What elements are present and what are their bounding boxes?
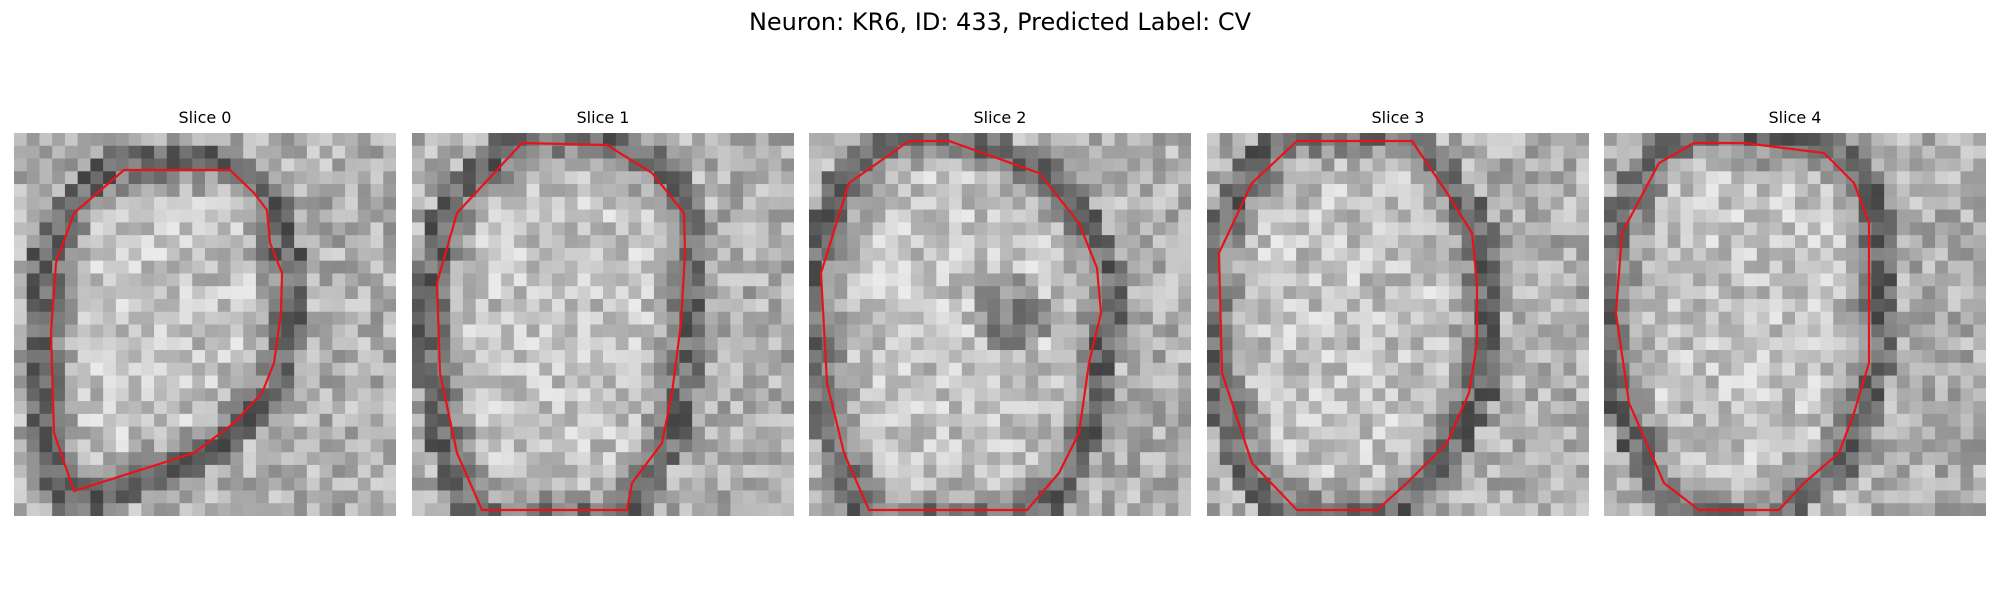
slice-title: Slice 2: [973, 108, 1027, 127]
grayscale-pixels: [1207, 133, 1589, 516]
figure-title: Neuron: KR6, ID: 433, Predicted Label: C…: [748, 8, 1252, 36]
grayscale-pixels: [14, 133, 396, 516]
cell-contour: [435, 141, 687, 512]
grayscale-pixels: [1604, 133, 1986, 516]
grayscale-pixels: [412, 133, 794, 516]
slice-image: [1207, 133, 1589, 516]
slice-panel-0: Slice 0: [14, 108, 396, 516]
slice-panel-4: Slice 4: [1604, 108, 1986, 516]
slice-title: Slice 1: [576, 108, 630, 127]
slice-image: [1604, 133, 1986, 516]
slice-image: [809, 133, 1191, 516]
grayscale-pixels: [809, 133, 1191, 516]
slice-panel-1: Slice 1: [412, 108, 794, 516]
slice-panel-3: Slice 3: [1207, 108, 1589, 516]
slice-panel-2: Slice 2: [809, 108, 1191, 516]
slice-image: [412, 133, 794, 516]
cell-contour: [819, 139, 1103, 512]
cell-contour: [1614, 141, 1871, 512]
slice-image: [14, 133, 396, 516]
cell-contour: [1217, 139, 1479, 512]
cell-contour: [49, 168, 284, 493]
slice-title: Slice 4: [1768, 108, 1822, 127]
slice-title: Slice 0: [178, 108, 232, 127]
slice-title: Slice 3: [1371, 108, 1425, 127]
